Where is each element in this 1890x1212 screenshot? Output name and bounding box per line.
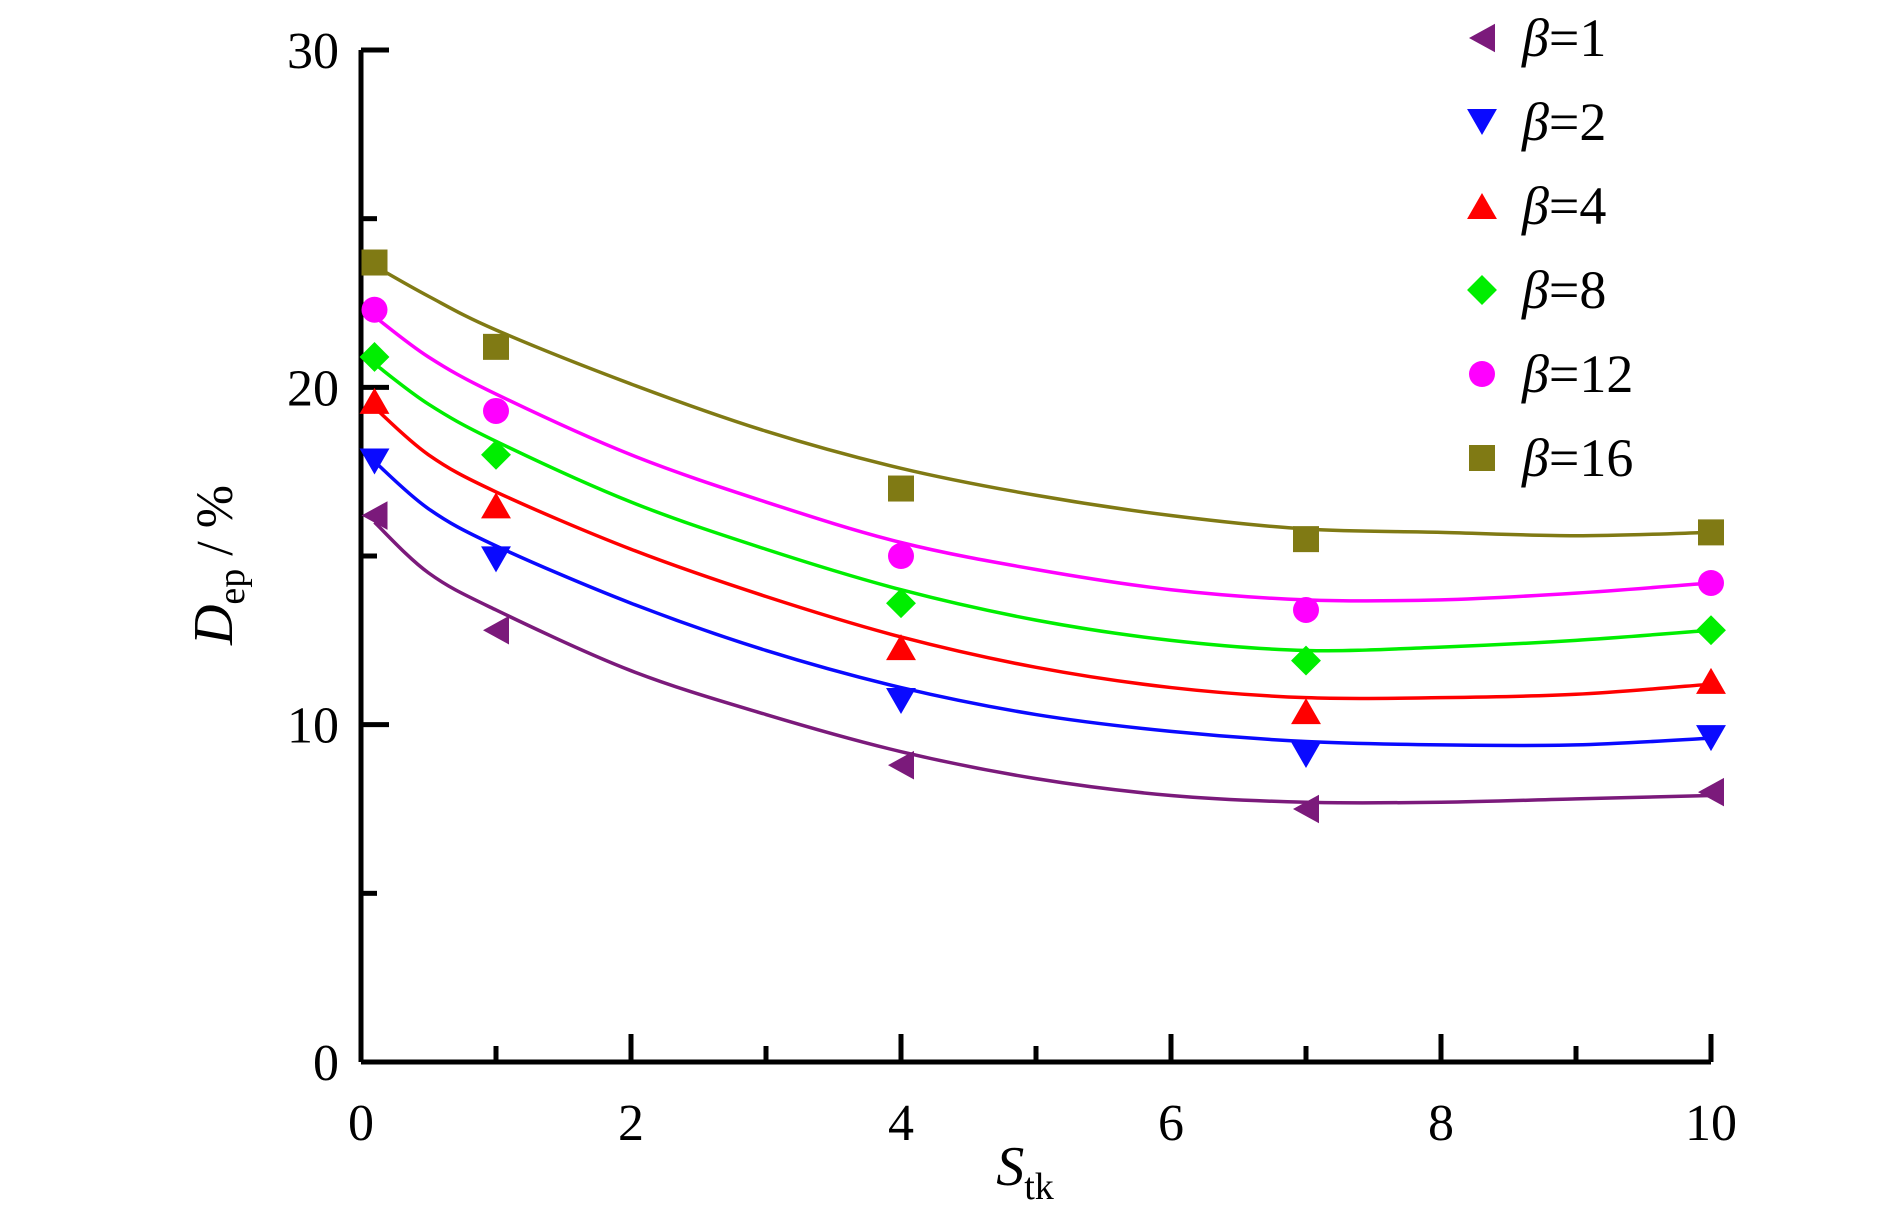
data-points xyxy=(359,249,1726,824)
legend-label: β=12 xyxy=(1521,344,1633,404)
data-point xyxy=(886,588,916,619)
legend-marker xyxy=(1467,193,1497,219)
data-point xyxy=(1698,777,1724,807)
data-point xyxy=(359,448,390,475)
legend-label: β=4 xyxy=(1521,176,1606,236)
y-tick-label: 0 xyxy=(313,1035,339,1092)
x-tick-label: 4 xyxy=(888,1095,914,1152)
fit-curve xyxy=(373,460,1712,748)
data-point xyxy=(361,296,388,323)
x-tick-label: 2 xyxy=(618,1095,644,1152)
legend-label: β=1 xyxy=(1521,8,1606,68)
legend-marker xyxy=(1467,109,1497,135)
x-tick-label: 0 xyxy=(348,1095,374,1152)
data-point xyxy=(483,397,509,424)
x-tick-label: 6 xyxy=(1158,1095,1184,1152)
legend-marker xyxy=(1469,23,1495,53)
y-tick-label: 20 xyxy=(287,360,339,417)
data-point xyxy=(361,249,388,276)
data-point xyxy=(1291,645,1321,676)
legend: β=1 β=2 β=4 β=8 β=12 β=16 xyxy=(1467,8,1633,488)
y-axis-title: Dep / % xyxy=(183,485,253,646)
data-point xyxy=(483,615,509,645)
data-point xyxy=(886,634,916,661)
data-point xyxy=(1293,526,1319,553)
x-tick-label: 8 xyxy=(1428,1095,1454,1152)
axes: 0 2 4 6 8 10 0 10 20 30 xyxy=(287,23,1737,1152)
fit-curve xyxy=(373,264,1712,538)
legend-label: β=16 xyxy=(1521,428,1633,488)
legend-label: β=8 xyxy=(1521,260,1606,320)
data-point xyxy=(1293,794,1319,824)
data-point xyxy=(888,475,914,502)
y-tick-label: 30 xyxy=(287,23,339,80)
data-point xyxy=(481,546,511,573)
data-point xyxy=(1291,698,1321,725)
legend-marker xyxy=(1469,445,1495,471)
fit-curve xyxy=(373,406,1712,701)
data-point xyxy=(888,750,914,780)
data-point xyxy=(359,387,390,414)
data-point xyxy=(888,543,914,569)
data-point xyxy=(1293,596,1319,623)
data-point xyxy=(1291,742,1321,769)
data-point xyxy=(483,333,509,360)
legend-marker xyxy=(1469,361,1495,387)
y-tick-label: 10 xyxy=(287,698,339,755)
data-point xyxy=(1696,725,1726,752)
legend-marker xyxy=(1467,275,1497,305)
data-point xyxy=(361,501,388,530)
fit-curves xyxy=(373,264,1712,805)
data-point xyxy=(1696,615,1726,646)
fit-curve xyxy=(373,362,1712,653)
data-point xyxy=(481,492,511,519)
data-point xyxy=(1698,519,1724,546)
data-point xyxy=(1696,667,1726,694)
data-point xyxy=(359,342,390,372)
fit-curve xyxy=(373,520,1712,805)
data-point xyxy=(886,688,916,715)
data-point xyxy=(481,439,511,470)
legend-label: β=2 xyxy=(1521,92,1606,152)
fit-curve xyxy=(373,315,1712,603)
data-point xyxy=(1698,569,1724,596)
x-tick-label: 10 xyxy=(1685,1095,1737,1152)
x-axis-title: Stk xyxy=(996,1136,1054,1208)
